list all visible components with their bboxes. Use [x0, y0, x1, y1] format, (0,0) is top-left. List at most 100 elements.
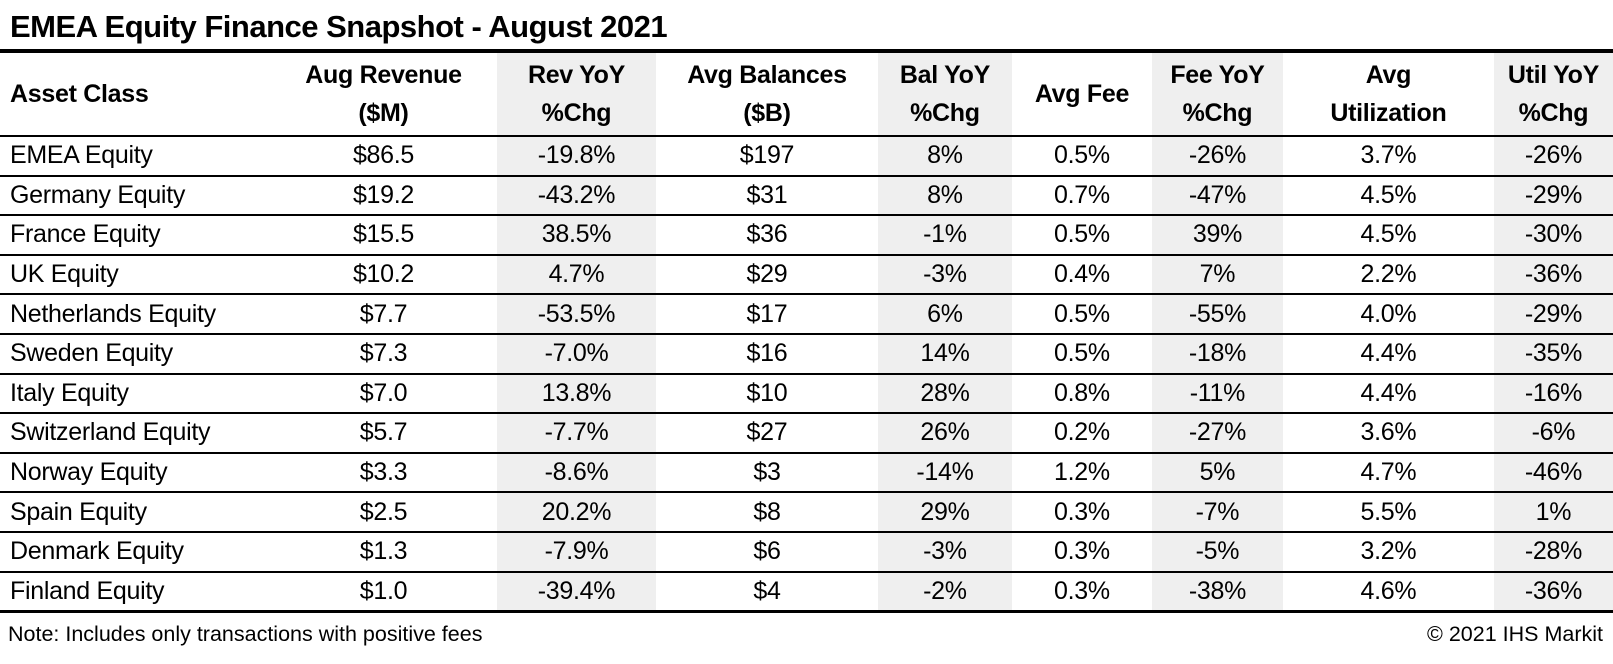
- cell-util_yoy_chg: -6%: [1493, 413, 1613, 453]
- cell-avg_fee: 0.7%: [1054, 180, 1110, 209]
- cell-bal_yoy_chg: -1%: [877, 215, 1012, 255]
- cell-util_yoy_chg: -28%: [1493, 531, 1613, 572]
- cell-fee_yoy_chg: -11%: [1151, 373, 1283, 414]
- table-row: Italy Equity $7.0 13.8% $10 28% 0.8% -11% 4.4% -…: [0, 373, 1613, 414]
- cell-bal_yoy_chg: -3%: [877, 254, 1012, 295]
- cell-avg_utilization: 4.0%: [1360, 299, 1417, 328]
- cell-rev_yoy_chg: -7.7%: [496, 413, 656, 453]
- cell-fee_yoy_chg: -18%: [1151, 333, 1283, 374]
- cell-fee_yoy_chg: -26%: [1151, 136, 1283, 176]
- column-header-util_yoy_chg: Util YoY %Chg: [1493, 53, 1613, 136]
- cell-avg_fee: 0.3%: [1054, 497, 1110, 526]
- cell-bal_yoy_chg: 26%: [877, 413, 1012, 453]
- cell-avg_balances_b: $36: [746, 220, 788, 249]
- snapshot-table: Asset Class Aug Revenue ($M) Rev YoY %Chg Avg…: [0, 53, 1613, 613]
- cell-avg_fee: 0.3%: [1054, 576, 1110, 605]
- cell-util_yoy_chg: -36%: [1493, 254, 1613, 295]
- cell-fee_yoy_chg: -7%: [1151, 492, 1283, 532]
- footnote: Note: Includes only transactions with po…: [8, 622, 483, 647]
- cell-asset_class: EMEA Equity: [10, 141, 153, 170]
- table-row: Denmark Equity $1.3 -7.9% $6 -3% 0.3% -5% 3.2% -…: [0, 531, 1613, 572]
- cell-avg_utilization: 3.2%: [1360, 537, 1417, 566]
- cell-bal_yoy_chg: -3%: [877, 531, 1012, 572]
- cell-avg_balances_b: $197: [739, 141, 795, 170]
- column-header-aug_revenue_m: Aug Revenue ($M): [305, 61, 462, 127]
- cell-util_yoy_chg: -36%: [1493, 571, 1613, 612]
- copyright: © 2021 IHS Markit: [1427, 622, 1603, 647]
- cell-rev_yoy_chg: 38.5%: [496, 215, 656, 255]
- cell-aug_revenue_m: $1.0: [359, 576, 408, 605]
- cell-fee_yoy_chg: -55%: [1151, 294, 1283, 334]
- cell-util_yoy_chg: -29%: [1493, 294, 1613, 334]
- cell-util_yoy_chg: -26%: [1493, 136, 1613, 176]
- cell-fee_yoy_chg: 39%: [1151, 215, 1283, 255]
- cell-avg_fee: 0.3%: [1054, 537, 1110, 566]
- cell-avg_utilization: 4.5%: [1360, 180, 1417, 209]
- cell-avg_utilization: 4.4%: [1360, 339, 1417, 368]
- table-row: France Equity $15.5 38.5% $36 -1% 0.5% 39% 4.5%…: [0, 215, 1613, 255]
- cell-fee_yoy_chg: -38%: [1151, 571, 1283, 612]
- cell-asset_class: UK Equity: [10, 260, 119, 289]
- cell-avg_utilization: 4.7%: [1360, 458, 1417, 487]
- cell-rev_yoy_chg: -43.2%: [496, 175, 656, 216]
- column-header-asset_class: Asset Class: [10, 80, 149, 108]
- cell-avg_utilization: 5.5%: [1360, 497, 1417, 526]
- cell-bal_yoy_chg: 29%: [877, 492, 1012, 532]
- cell-bal_yoy_chg: 28%: [877, 373, 1012, 414]
- cell-util_yoy_chg: -16%: [1493, 373, 1613, 414]
- cell-fee_yoy_chg: -27%: [1151, 413, 1283, 453]
- cell-aug_revenue_m: $1.3: [359, 537, 408, 566]
- cell-avg_fee: 0.4%: [1054, 260, 1110, 289]
- cell-avg_utilization: 4.4%: [1360, 378, 1417, 407]
- cell-avg_fee: 1.2%: [1054, 458, 1110, 487]
- cell-avg_balances_b: $16: [746, 339, 788, 368]
- cell-avg_utilization: 3.6%: [1360, 418, 1417, 447]
- cell-bal_yoy_chg: 8%: [877, 136, 1012, 176]
- cell-util_yoy_chg: 1%: [1493, 492, 1613, 532]
- cell-avg_balances_b: $31: [746, 180, 788, 209]
- cell-aug_revenue_m: $15.5: [352, 220, 415, 249]
- cell-aug_revenue_m: $7.3: [359, 339, 408, 368]
- cell-util_yoy_chg: -30%: [1493, 215, 1613, 255]
- cell-util_yoy_chg: -35%: [1493, 333, 1613, 374]
- cell-aug_revenue_m: $7.0: [359, 378, 408, 407]
- cell-avg_utilization: 2.2%: [1360, 260, 1417, 289]
- cell-avg_fee: 0.2%: [1054, 418, 1110, 447]
- column-header-rev_yoy_chg: Rev YoY %Chg: [496, 53, 656, 136]
- cell-rev_yoy_chg: 4.7%: [496, 254, 656, 295]
- cell-bal_yoy_chg: -2%: [877, 571, 1012, 612]
- table-row: UK Equity $10.2 4.7% $29 -3% 0.4% 7% 2.2% -36%: [0, 254, 1613, 295]
- cell-util_yoy_chg: -46%: [1493, 452, 1613, 493]
- cell-avg_balances_b: $17: [746, 299, 788, 328]
- table-header-row: Asset Class Aug Revenue ($M) Rev YoY %Chg Avg…: [0, 53, 1613, 136]
- cell-asset_class: Italy Equity: [10, 378, 129, 407]
- cell-avg_balances_b: $8: [753, 497, 781, 526]
- cell-avg_balances_b: $27: [746, 418, 788, 447]
- cell-aug_revenue_m: $5.7: [359, 418, 408, 447]
- cell-avg_utilization: 4.5%: [1360, 220, 1417, 249]
- cell-aug_revenue_m: $19.2: [352, 180, 415, 209]
- cell-avg_utilization: 4.6%: [1360, 576, 1417, 605]
- cell-bal_yoy_chg: 14%: [877, 333, 1012, 374]
- cell-rev_yoy_chg: 13.8%: [496, 373, 656, 414]
- column-header-avg_utilization: Avg Utilization: [1330, 61, 1447, 127]
- cell-bal_yoy_chg: 6%: [877, 294, 1012, 334]
- cell-bal_yoy_chg: -14%: [877, 452, 1012, 493]
- cell-avg_balances_b: $6: [753, 537, 781, 566]
- cell-rev_yoy_chg: -8.6%: [496, 452, 656, 493]
- cell-asset_class: Spain Equity: [10, 497, 147, 526]
- cell-avg_fee: 0.5%: [1054, 220, 1110, 249]
- table-row: Netherlands Equity $7.7 -53.5% $17 6% 0.5% -55…: [0, 294, 1613, 334]
- table-footer: Note: Includes only transactions with po…: [0, 613, 1613, 647]
- cell-aug_revenue_m: $86.5: [352, 141, 415, 170]
- column-header-avg_balances_b: Avg Balances ($B): [687, 61, 847, 127]
- table-row: Sweden Equity $7.3 -7.0% $16 14% 0.5% -18% 4.4%…: [0, 333, 1613, 374]
- cell-asset_class: Netherlands Equity: [10, 299, 216, 328]
- cell-rev_yoy_chg: -53.5%: [496, 294, 656, 334]
- cell-fee_yoy_chg: 5%: [1151, 452, 1283, 493]
- cell-avg_balances_b: $29: [746, 260, 788, 289]
- cell-util_yoy_chg: -29%: [1493, 175, 1613, 216]
- cell-asset_class: Norway Equity: [10, 458, 168, 487]
- cell-rev_yoy_chg: -7.9%: [496, 531, 656, 572]
